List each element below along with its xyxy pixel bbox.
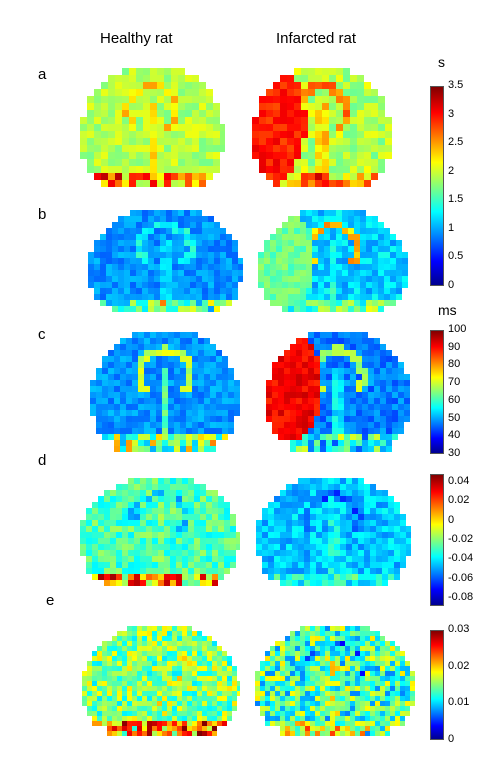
row-label-b: b xyxy=(38,206,47,223)
colorbar-tick: 3 xyxy=(448,107,455,120)
infarcted-map-a xyxy=(252,68,392,187)
infarcted-map-e xyxy=(255,626,415,736)
colorbar-tick: 50 xyxy=(448,411,461,424)
healthy-map-c xyxy=(90,332,240,452)
colorbar-e xyxy=(430,630,444,740)
colorbar-tick: 0 xyxy=(448,733,455,745)
colorbar-t1 xyxy=(430,86,444,286)
infarcted-map-b xyxy=(258,210,408,312)
infarcted-map-d xyxy=(256,478,411,586)
colorbar-t2 xyxy=(430,330,444,454)
colorbar-tick: 100 xyxy=(448,323,467,335)
row-label-c: c xyxy=(38,326,46,343)
colorbar-tick: 90 xyxy=(448,340,461,353)
row-label-e: e xyxy=(46,592,55,609)
colorbar-tick: -0.08 xyxy=(448,591,474,603)
colorbar-tick: 30 xyxy=(448,447,461,459)
colorbar-tick: 80 xyxy=(448,358,461,371)
colorbar-tick: 2.5 xyxy=(448,136,464,149)
colorbar-tick: 0.01 xyxy=(448,696,470,709)
colorbar-tick: 0 xyxy=(448,279,455,291)
infarcted-column-title: Infarcted rat xyxy=(276,30,357,47)
colorbar-d xyxy=(430,474,444,606)
row-label-a: a xyxy=(38,66,47,83)
colorbar-tick: 2 xyxy=(448,164,455,177)
colorbar-tick: 1.5 xyxy=(448,193,464,206)
colorbar-tick: 1 xyxy=(448,221,455,234)
row-label-d: d xyxy=(38,452,47,469)
healthy-column-title: Healthy rat xyxy=(100,30,173,47)
healthy-map-d xyxy=(80,478,240,586)
healthy-map-b xyxy=(88,210,243,312)
colorbar-tick: 0.02 xyxy=(448,494,470,507)
colorbar-tick: 0.03 xyxy=(448,623,470,635)
colorbar-tick: -0.06 xyxy=(448,571,474,584)
colorbar-unit-s: s xyxy=(438,54,445,70)
healthy-map-e xyxy=(82,626,240,736)
colorbar-tick: 0.04 xyxy=(448,475,470,487)
colorbar-tick: 40 xyxy=(448,429,461,442)
colorbar-tick: -0.04 xyxy=(448,552,474,565)
colorbar-tick: -0.02 xyxy=(448,533,474,545)
colorbar-tick: 0.5 xyxy=(448,250,464,263)
colorbar-tick: 0.02 xyxy=(448,659,470,672)
colorbar-tick: 60 xyxy=(448,393,461,406)
colorbar-tick: 3.5 xyxy=(448,79,464,91)
healthy-map-a xyxy=(80,68,225,187)
colorbar-tick: 0 xyxy=(448,513,455,526)
colorbar-tick: 70 xyxy=(448,376,461,389)
infarcted-map-c xyxy=(266,332,410,452)
colorbar-unit-ms: ms xyxy=(438,302,457,318)
